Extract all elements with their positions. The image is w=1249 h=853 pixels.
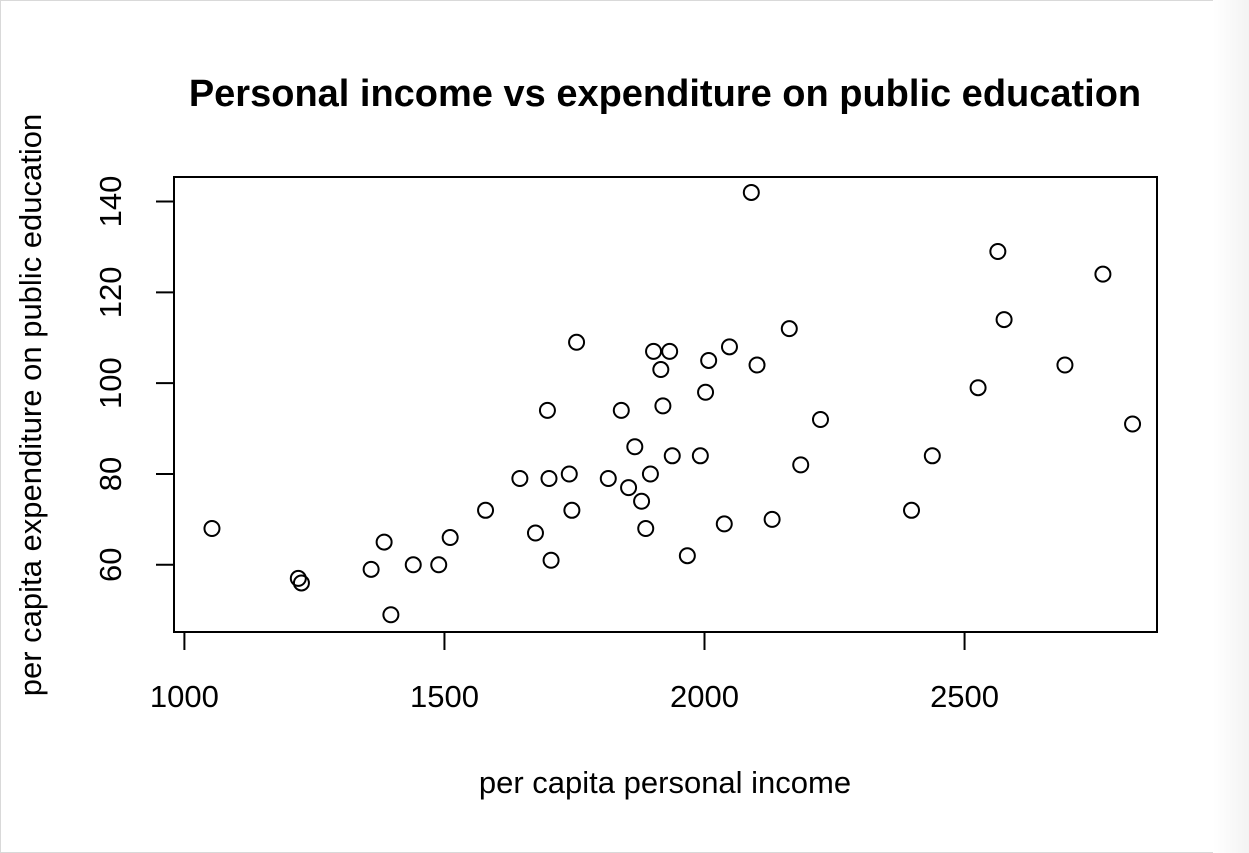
y-tick-label: 100 <box>93 357 128 409</box>
data-point <box>1124 415 1142 433</box>
data-point <box>568 333 586 351</box>
y-axis: 60 80 100 120 140 <box>93 176 175 582</box>
data-point <box>720 338 738 356</box>
data-point <box>645 342 663 360</box>
data-point <box>641 465 659 483</box>
data-point <box>780 320 798 338</box>
data-point <box>511 470 529 488</box>
scrollbar-gutter <box>1213 0 1249 853</box>
data-point <box>542 551 560 569</box>
x-tick-label: 2000 <box>670 679 739 714</box>
data-point <box>292 574 310 592</box>
x-axis-label: per capita personal income <box>479 765 851 800</box>
data-point <box>1056 356 1074 374</box>
data-point <box>652 361 670 379</box>
data-point <box>989 242 1007 260</box>
data-point <box>654 397 672 415</box>
data-point <box>563 501 581 519</box>
x-tick-label: 1500 <box>410 679 479 714</box>
data-point <box>923 447 941 465</box>
plot-box <box>173 176 1158 633</box>
data-point <box>748 356 766 374</box>
data-point <box>430 556 448 574</box>
data-point <box>661 342 679 360</box>
y-tick-label: 60 <box>93 548 128 582</box>
x-tick-label: 2500 <box>930 679 999 714</box>
data-point <box>560 465 578 483</box>
y-tick-label: 140 <box>93 176 128 228</box>
data-point <box>441 529 459 547</box>
y-tick-label: 120 <box>93 266 128 318</box>
data-point <box>1094 265 1112 283</box>
data-point <box>678 547 696 565</box>
data-point <box>697 383 715 401</box>
data-point <box>538 401 556 419</box>
y-axis-label: per capita expenditure on public educati… <box>13 114 48 697</box>
data-point <box>526 524 544 542</box>
data-point <box>715 515 733 533</box>
data-point <box>289 569 307 587</box>
data-point <box>612 401 630 419</box>
data-point <box>362 560 380 578</box>
data-point <box>626 438 644 456</box>
data-point <box>742 183 760 201</box>
data-point <box>700 351 718 369</box>
data-points <box>203 183 1142 624</box>
data-point <box>540 470 558 488</box>
data-point <box>375 533 393 551</box>
data-point <box>477 501 495 519</box>
chart-title: Personal income vs expenditure on public… <box>189 73 1141 115</box>
x-axis: 1000 1500 2000 2500 <box>150 631 999 714</box>
data-point <box>792 456 810 474</box>
data-point <box>663 447 681 465</box>
data-point <box>599 470 617 488</box>
data-point <box>637 519 655 537</box>
data-point <box>620 479 638 497</box>
data-point <box>969 379 987 397</box>
data-point <box>995 311 1013 329</box>
data-point <box>811 410 829 428</box>
data-point <box>404 556 422 574</box>
data-point <box>903 501 921 519</box>
data-point <box>763 510 781 528</box>
x-tick-label: 1000 <box>150 679 219 714</box>
data-point <box>382 606 400 624</box>
data-point <box>691 447 709 465</box>
data-point <box>633 492 651 510</box>
y-tick-label: 80 <box>93 457 128 491</box>
data-point <box>203 519 221 537</box>
